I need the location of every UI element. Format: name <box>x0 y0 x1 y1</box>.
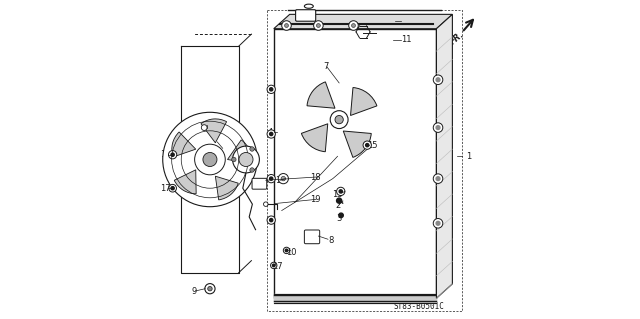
FancyBboxPatch shape <box>252 178 267 189</box>
Circle shape <box>269 177 273 180</box>
Circle shape <box>433 123 443 132</box>
Circle shape <box>365 144 369 147</box>
Text: 12: 12 <box>401 16 412 25</box>
Wedge shape <box>307 82 335 108</box>
Wedge shape <box>216 176 238 200</box>
Text: 17: 17 <box>271 262 282 271</box>
Text: 1: 1 <box>466 152 471 161</box>
Circle shape <box>232 146 259 173</box>
Text: ST83-B0501C: ST83-B0501C <box>394 302 444 311</box>
Text: 17: 17 <box>159 184 170 193</box>
Circle shape <box>284 247 290 254</box>
Text: 3: 3 <box>336 214 341 223</box>
Text: 8: 8 <box>328 236 334 245</box>
Circle shape <box>269 132 273 136</box>
Wedge shape <box>201 119 227 143</box>
Circle shape <box>351 24 355 27</box>
Text: 18: 18 <box>310 173 321 182</box>
Circle shape <box>250 168 254 172</box>
Circle shape <box>171 187 174 190</box>
Circle shape <box>281 176 285 181</box>
Circle shape <box>349 21 358 30</box>
Circle shape <box>208 286 212 291</box>
Text: 7: 7 <box>324 63 329 71</box>
Text: FR.: FR. <box>449 30 466 47</box>
Circle shape <box>267 216 275 224</box>
Circle shape <box>271 262 277 269</box>
Polygon shape <box>436 14 452 298</box>
Polygon shape <box>274 14 452 29</box>
Circle shape <box>339 213 343 218</box>
Text: 13: 13 <box>332 190 343 199</box>
Circle shape <box>267 130 275 138</box>
Circle shape <box>339 190 342 193</box>
Text: 19: 19 <box>310 195 321 204</box>
Text: 2: 2 <box>336 201 341 210</box>
Circle shape <box>436 126 440 130</box>
FancyBboxPatch shape <box>305 230 320 244</box>
Circle shape <box>433 75 443 85</box>
Circle shape <box>232 157 236 162</box>
Circle shape <box>436 221 440 225</box>
Circle shape <box>239 152 253 167</box>
Circle shape <box>335 115 343 124</box>
Circle shape <box>267 85 275 93</box>
Text: 14: 14 <box>275 176 285 185</box>
Text: 11: 11 <box>401 35 412 44</box>
Circle shape <box>269 88 273 91</box>
Circle shape <box>433 219 443 228</box>
Circle shape <box>203 152 217 167</box>
Text: 6: 6 <box>202 124 208 133</box>
Wedge shape <box>301 124 328 152</box>
Circle shape <box>250 147 254 151</box>
Circle shape <box>363 141 371 149</box>
Circle shape <box>436 78 440 82</box>
Wedge shape <box>172 132 196 157</box>
Circle shape <box>163 112 257 207</box>
Text: 10: 10 <box>286 248 296 256</box>
Circle shape <box>171 153 174 156</box>
Circle shape <box>285 249 288 252</box>
Circle shape <box>278 174 289 184</box>
Circle shape <box>436 177 440 181</box>
Text: 9: 9 <box>191 287 196 296</box>
Circle shape <box>202 125 207 130</box>
Wedge shape <box>174 170 196 194</box>
Circle shape <box>337 187 345 196</box>
Circle shape <box>330 111 348 129</box>
Circle shape <box>273 264 275 267</box>
Circle shape <box>314 21 323 30</box>
Circle shape <box>195 144 225 175</box>
Circle shape <box>317 24 320 27</box>
Circle shape <box>282 21 291 30</box>
Wedge shape <box>227 140 252 164</box>
Circle shape <box>269 219 273 222</box>
Circle shape <box>264 202 268 206</box>
Circle shape <box>205 284 215 294</box>
Text: 5: 5 <box>214 137 220 146</box>
Circle shape <box>168 151 177 159</box>
Wedge shape <box>351 87 377 115</box>
Polygon shape <box>274 29 436 298</box>
Circle shape <box>337 198 342 203</box>
Ellipse shape <box>305 4 314 8</box>
Circle shape <box>285 24 289 27</box>
Circle shape <box>433 174 443 183</box>
FancyBboxPatch shape <box>296 10 316 21</box>
Text: 4: 4 <box>268 128 273 137</box>
Circle shape <box>267 174 275 183</box>
Text: 15: 15 <box>367 141 378 150</box>
Wedge shape <box>343 131 371 157</box>
Text: 16: 16 <box>159 150 170 159</box>
Circle shape <box>169 184 177 192</box>
